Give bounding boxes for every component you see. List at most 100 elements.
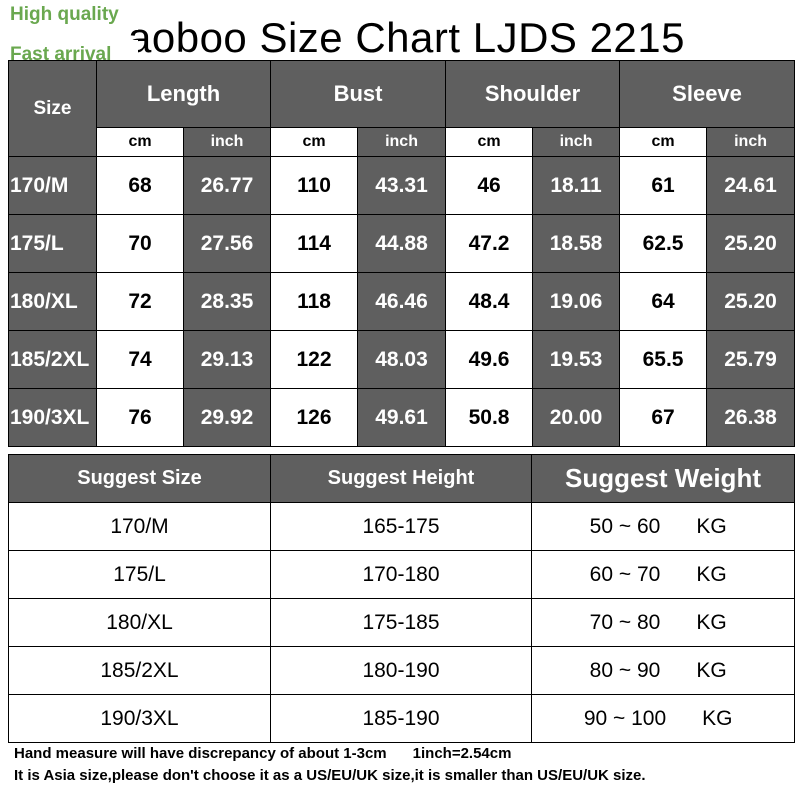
- value-cell: 19.06: [532, 272, 621, 331]
- value-cell: 72: [96, 272, 184, 331]
- value-cell: 19.53: [532, 330, 621, 389]
- suggest-size-cell: 175/L: [8, 550, 271, 599]
- value-cell: 48.03: [357, 330, 447, 389]
- value-cell: 29.92: [182, 388, 272, 447]
- unit-cell: inch: [357, 127, 447, 157]
- header-suggest-weight: Suggest Weight: [531, 454, 795, 503]
- suggest-height-cell: 180-190: [270, 646, 532, 695]
- value-cell: 26.38: [706, 388, 796, 447]
- value-cell: 46: [445, 156, 534, 215]
- suggest-height-cell: 170-180: [270, 550, 532, 599]
- value-cell: 20.00: [532, 388, 621, 447]
- table-row: 180/XL 72 28.35 118 46.46 48.4 19.06 64 …: [8, 272, 796, 331]
- value-cell: 65.5: [619, 330, 708, 389]
- suggest-weight-cell: 90 ~ 100 KG: [531, 694, 795, 743]
- value-cell: 46.46: [357, 272, 447, 331]
- note-line-1: Hand measure will have discrepancy of ab…: [14, 743, 646, 765]
- suggest-weight-cell: 70 ~ 80 KG: [531, 598, 795, 647]
- table-row: 185/2XL 180-190 80 ~ 90 KG: [8, 646, 795, 695]
- value-cell: 18.58: [532, 214, 621, 273]
- weight-unit: KG: [702, 706, 733, 730]
- suggest-weight-cell: 50 ~ 60 KG: [531, 502, 795, 551]
- header-suggest-size: Suggest Size: [8, 454, 271, 503]
- size-measurement-table: Size Length Bust Shoulder Sleeve cm inch…: [8, 60, 796, 447]
- unit-cell: cm: [619, 127, 708, 157]
- table-row: 185/2XL 74 29.13 122 48.03 49.6 19.53 65…: [8, 330, 796, 389]
- value-cell: 28.35: [182, 272, 272, 331]
- weight-unit: KG: [696, 514, 727, 538]
- weight-unit: KG: [696, 562, 727, 586]
- suggest-size-cell: 190/3XL: [8, 694, 271, 743]
- asia-size-note: It is Asia size,please don't choose it a…: [14, 767, 646, 784]
- table-row: 175/L 170-180 60 ~ 70 KG: [8, 550, 795, 599]
- size-cell: 180/XL: [8, 272, 97, 331]
- value-cell: 62.5: [619, 214, 708, 273]
- size-cell: 185/2XL: [8, 330, 97, 389]
- suggest-size-cell: 185/2XL: [8, 646, 271, 695]
- chart-title: aoboo Size Chart LJDS 2215: [128, 14, 686, 61]
- value-cell: 68: [96, 156, 184, 215]
- value-cell: 18.11: [532, 156, 621, 215]
- size-cell: 190/3XL: [8, 388, 97, 447]
- unit-cell: cm: [270, 127, 359, 157]
- header-suggest-height: Suggest Height: [270, 454, 532, 503]
- value-cell: 67: [619, 388, 708, 447]
- conversion-note: 1inch=2.54cm: [412, 745, 512, 762]
- table-row: 170/M 165-175 50 ~ 60 KG: [8, 502, 795, 551]
- header-bust: Bust: [270, 60, 447, 128]
- value-cell: 26.77: [182, 156, 272, 215]
- value-cell: 114: [270, 214, 359, 273]
- header-shoulder: Shoulder: [445, 60, 621, 128]
- unit-cell: cm: [445, 127, 534, 157]
- weight-range: 50 ~ 60: [589, 514, 661, 538]
- value-cell: 74: [96, 330, 184, 389]
- value-cell: 118: [270, 272, 359, 331]
- high-quality-badge: High quality: [0, 0, 138, 30]
- unit-cell: inch: [706, 127, 796, 157]
- value-cell: 25.79: [706, 330, 796, 389]
- value-cell: 25.20: [706, 272, 796, 331]
- table-row: 190/3XL 76 29.92 126 49.61 50.8 20.00 67…: [8, 388, 796, 447]
- suggest-size-table: Suggest Size Suggest Height Suggest Weig…: [8, 454, 795, 743]
- weight-range: 80 ~ 90: [589, 658, 661, 682]
- value-cell: 64: [619, 272, 708, 331]
- size-cell: 175/L: [8, 214, 97, 273]
- value-cell: 29.13: [182, 330, 272, 389]
- weight-range: 90 ~ 100: [583, 706, 667, 730]
- value-cell: 47.2: [445, 214, 534, 273]
- value-cell: 50.8: [445, 388, 534, 447]
- value-cell: 61: [619, 156, 708, 215]
- table-row: 180/XL 175-185 70 ~ 80 KG: [8, 598, 795, 647]
- unit-cell: cm: [96, 127, 184, 157]
- value-cell: 43.31: [357, 156, 447, 215]
- size-cell: 170/M: [8, 156, 97, 215]
- value-cell: 48.4: [445, 272, 534, 331]
- value-cell: 49.61: [357, 388, 447, 447]
- weight-range: 60 ~ 70: [589, 562, 661, 586]
- weight-unit: KG: [696, 610, 727, 634]
- value-cell: 76: [96, 388, 184, 447]
- table-row: 190/3XL 185-190 90 ~ 100 KG: [8, 694, 795, 743]
- weight-range: 70 ~ 80: [589, 610, 661, 634]
- value-cell: 24.61: [706, 156, 796, 215]
- value-cell: 110: [270, 156, 359, 215]
- value-cell: 49.6: [445, 330, 534, 389]
- weight-unit: KG: [696, 658, 727, 682]
- header-length: Length: [95, 60, 272, 128]
- suggest-size-cell: 180/XL: [8, 598, 271, 647]
- suggest-weight-cell: 80 ~ 90 KG: [531, 646, 795, 695]
- table-row: 170/M 68 26.77 110 43.31 46 18.11 61 24.…: [8, 156, 796, 215]
- value-cell: 25.20: [706, 214, 796, 273]
- suggest-height-cell: 185-190: [270, 694, 532, 743]
- suggest-size-cell: 170/M: [8, 502, 271, 551]
- discrepancy-note: Hand measure will have discrepancy of ab…: [14, 745, 387, 762]
- table-row: 175/L 70 27.56 114 44.88 47.2 18.58 62.5…: [8, 214, 796, 273]
- value-cell: 70: [96, 214, 184, 273]
- unit-cell: inch: [182, 127, 272, 157]
- unit-cell: inch: [532, 127, 621, 157]
- footnotes: Hand measure will have discrepancy of ab…: [14, 743, 646, 787]
- value-cell: 27.56: [182, 214, 272, 273]
- suggest-height-cell: 165-175: [270, 502, 532, 551]
- header-sleeve: Sleeve: [619, 60, 796, 128]
- value-cell: 122: [270, 330, 359, 389]
